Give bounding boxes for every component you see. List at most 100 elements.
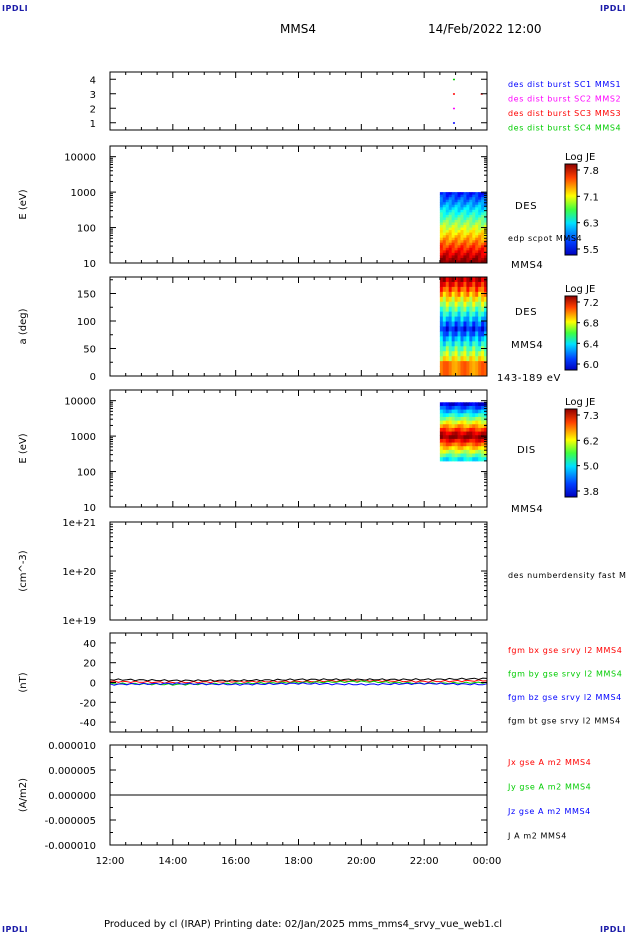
heatmap-cell xyxy=(445,311,450,318)
heatmap-cell xyxy=(481,321,485,327)
colorbar-tick-label: 5.0 xyxy=(583,462,599,473)
heatmap-cell xyxy=(454,247,459,251)
legend-1: des dist burst SC1 MMS1 xyxy=(508,80,621,89)
heatmap-cell xyxy=(478,446,482,451)
panel-7-ylabel: (A/m2) xyxy=(18,778,29,812)
heatmap-cell xyxy=(472,197,476,201)
heatmap-cell xyxy=(457,212,461,216)
heatmap-cell xyxy=(481,247,485,251)
heatmap-cell xyxy=(454,336,459,342)
heatmap-cell xyxy=(472,237,476,241)
x-tick-label: 12:00 xyxy=(96,856,125,867)
heatmap-cell xyxy=(475,326,479,332)
heatmap-cell xyxy=(475,202,479,206)
heatmap-cell xyxy=(466,194,470,198)
heatmap-cell xyxy=(475,291,479,298)
y-tick-label: 150 xyxy=(77,290,96,301)
heatmap-cell xyxy=(466,431,470,436)
heatmap-cell xyxy=(439,402,444,407)
heatmap-cell xyxy=(442,207,447,211)
heatmap-cell xyxy=(439,457,444,462)
heatmap-cell xyxy=(463,291,467,298)
heatmap-cell xyxy=(472,240,476,244)
heatmap-cell xyxy=(466,247,470,251)
heatmap-cell xyxy=(481,277,485,283)
heatmap-cell xyxy=(481,260,485,264)
heatmap-cell xyxy=(472,225,476,229)
y-tick-label: -0.000005 xyxy=(45,816,96,827)
heatmap-cell xyxy=(445,435,450,440)
heatmap-cell xyxy=(448,371,453,377)
heatmap-cell xyxy=(472,242,476,246)
heatmap-cell xyxy=(475,402,479,407)
heatmap-cell xyxy=(460,245,464,249)
heatmap-cell xyxy=(469,316,473,323)
heatmap-cell xyxy=(451,446,456,451)
heatmap-cell xyxy=(448,204,453,208)
heatmap-cell xyxy=(481,291,485,298)
heatmap-cell xyxy=(481,336,485,342)
heatmap-cell xyxy=(448,225,453,229)
heatmap-cell xyxy=(472,286,476,293)
heatmap-cell xyxy=(481,449,485,455)
heatmap-cell xyxy=(442,321,447,327)
heatmap-cell xyxy=(451,321,456,327)
heatmap-cell xyxy=(448,281,453,288)
heatmap-cell xyxy=(481,245,485,249)
heatmap-cell xyxy=(472,371,476,377)
heatmap-cell xyxy=(445,457,450,462)
heatmap-cell xyxy=(439,230,444,234)
heatmap-cell xyxy=(463,361,467,367)
heatmap-cell xyxy=(442,301,447,308)
heatmap-cell xyxy=(460,247,464,251)
heatmap-cell xyxy=(478,227,482,231)
heatmap-cell xyxy=(448,409,453,414)
heatmap-cell xyxy=(454,235,459,239)
heatmap-cell xyxy=(454,245,459,249)
panel-6-legend-4: fgm bt gse srvy l2 MMS4 xyxy=(508,717,621,726)
heatmap-cell xyxy=(478,438,482,444)
heatmap-cell xyxy=(448,416,453,422)
panel-1-frame xyxy=(109,71,488,131)
heatmap-cell xyxy=(463,232,467,236)
heatmap-cell xyxy=(478,405,482,411)
heatmap-cell xyxy=(445,424,450,429)
y-tick-label: 100 xyxy=(77,224,96,235)
heatmap-cell xyxy=(469,405,473,411)
heatmap-cell xyxy=(454,366,459,372)
heatmap-cell xyxy=(460,431,464,436)
heatmap-cell xyxy=(469,351,473,357)
heatmap-cell xyxy=(466,371,470,377)
heatmap-cell xyxy=(478,331,482,337)
heatmap-cell xyxy=(481,446,485,451)
heatmap-cell xyxy=(460,346,464,352)
heatmap-cell xyxy=(448,230,453,234)
heatmap-cell xyxy=(454,286,459,293)
heatmap-cell xyxy=(460,257,464,261)
panel-7-legend-1: Jx gse A m2 MMS4 xyxy=(507,758,591,767)
heatmap-cell xyxy=(448,291,453,298)
heatmap-cell xyxy=(466,413,470,418)
heatmap-cell xyxy=(463,402,467,407)
heatmap-cell xyxy=(457,326,461,332)
heatmap-cell xyxy=(463,435,467,440)
heatmap-cell xyxy=(466,202,470,206)
heatmap-cell xyxy=(457,366,461,372)
heatmap-cell xyxy=(451,217,456,221)
heatmap-cell xyxy=(460,250,464,254)
heatmap-cell xyxy=(448,331,453,337)
heatmap-cell xyxy=(484,316,488,323)
heatmap-cell xyxy=(463,311,467,318)
heatmap-cell xyxy=(484,217,488,221)
heatmap-cell xyxy=(448,296,453,303)
panel-2-spacecraft-label: MMS4 xyxy=(511,260,543,271)
heatmap-cell xyxy=(469,192,473,196)
y-tick-label: 100 xyxy=(77,468,96,479)
y-tick-label: 1e+21 xyxy=(62,518,96,529)
heatmap-cell xyxy=(466,255,470,259)
panel-2-instrument-label: DES xyxy=(515,201,537,212)
heatmap-cell xyxy=(466,209,470,213)
heatmap-cell xyxy=(463,202,467,206)
heatmap-cell xyxy=(481,402,485,407)
heatmap-cell xyxy=(442,453,447,458)
